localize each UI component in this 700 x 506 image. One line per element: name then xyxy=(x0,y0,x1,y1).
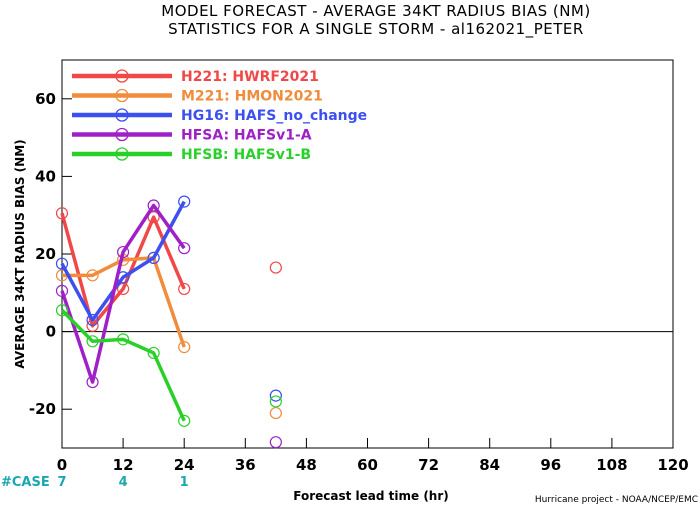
data-point-hfsb xyxy=(116,333,130,346)
series-line-hg16 xyxy=(60,200,186,322)
x-axis-label: Forecast lead time (hr) xyxy=(293,489,449,503)
case-label: #CASE xyxy=(1,475,50,490)
data-point-m221 xyxy=(86,269,99,282)
data-point-h221 xyxy=(147,211,160,224)
isolated-point-h221 xyxy=(269,261,282,274)
chart-subtitle: STATISTICS FOR A SINGLE STORM - al162021… xyxy=(168,20,584,39)
series-layer xyxy=(55,195,282,449)
y-tick-label: -20 xyxy=(29,400,56,418)
legend-entry-h221: H221: HWRF2021 xyxy=(181,69,319,85)
legend-entry-hfsa: HFSA: HAFSv1-A xyxy=(181,128,312,144)
series-line-m221 xyxy=(62,256,186,348)
data-point-hfsb xyxy=(55,304,69,317)
x-tick-label: 36 xyxy=(235,456,256,474)
series-line-h221 xyxy=(60,212,186,328)
isolated-point-m221 xyxy=(269,406,282,420)
y-tick-label: 20 xyxy=(35,245,56,263)
x-tick-label: 108 xyxy=(596,456,627,474)
data-point-hg16 xyxy=(86,313,99,327)
data-point-hg16 xyxy=(178,195,191,208)
data-point-hfsa xyxy=(86,375,99,389)
data-point-hfsb xyxy=(147,346,160,360)
x-tick-label: 72 xyxy=(418,456,439,474)
y-axis: -20 0 20 40 60 xyxy=(29,90,72,418)
series-line-hfsb xyxy=(60,309,186,422)
x-tick-label: 24 xyxy=(174,456,195,474)
y-tick-label: 0 xyxy=(46,323,56,341)
data-point-hfsa xyxy=(116,245,130,259)
y-tick-label: 40 xyxy=(35,167,56,185)
legend: H221: HWRF2021 M221: HMON2021 HG16: HAFS_n… xyxy=(72,69,367,163)
series-line-hfsa xyxy=(60,203,186,384)
legend-entry-hg16: HG16: HAFS_no_change xyxy=(181,108,367,124)
y-axis-label: AVERAGE 34KT RADIUS BIAS (NM) xyxy=(13,139,27,368)
case-count: 4 xyxy=(119,475,128,490)
x-axis: 0 12 24 36 48 60 72 84 96 108 120 xyxy=(57,438,689,474)
x-tick-label: 0 xyxy=(57,456,67,474)
legend-marker xyxy=(115,127,129,142)
isolated-point-hfsa xyxy=(269,436,282,449)
legend-marker xyxy=(115,147,129,161)
data-point-h221 xyxy=(178,282,191,296)
x-tick-label: 12 xyxy=(113,456,134,474)
data-point-hg16 xyxy=(55,257,69,270)
data-point-hfsa xyxy=(178,242,191,255)
data-point-hfsa xyxy=(147,199,160,212)
y-tick-label: 60 xyxy=(35,90,56,108)
legend-marker xyxy=(115,69,129,83)
data-point-h221 xyxy=(116,282,130,296)
data-point-hfsa xyxy=(55,284,69,297)
data-point-hg16 xyxy=(147,251,160,264)
plot-frame xyxy=(61,59,674,449)
x-tick-label: 84 xyxy=(479,456,500,474)
legend-entry-m221: M221: HMON2021 xyxy=(181,89,323,105)
data-point-hfsb xyxy=(178,414,191,427)
legend-entry-hfsb: HFSB: HAFSv1-B xyxy=(181,147,311,163)
data-point-m221 xyxy=(178,341,191,354)
isolated-point-hfsb xyxy=(269,395,282,408)
x-tick-label: 60 xyxy=(357,456,378,474)
x-tick-label: 48 xyxy=(296,456,317,474)
isolated-point-hg16 xyxy=(269,389,282,402)
data-point-hfsb xyxy=(86,335,99,348)
legend-marker xyxy=(115,108,129,122)
x-tick-label: 96 xyxy=(540,456,561,474)
legend-marker xyxy=(115,88,129,103)
case-counts: #CASE 7 4 1 xyxy=(1,475,189,490)
case-count: 1 xyxy=(180,475,189,490)
case-count: 7 xyxy=(57,475,66,490)
data-point-h221 xyxy=(55,207,69,220)
credit-text: Hurricane project - NOAA/NCEP/EMC xyxy=(535,495,698,505)
chart-title: MODEL FORECAST - AVERAGE 34KT RADIUS BIA… xyxy=(161,2,590,20)
x-tick-label: 120 xyxy=(657,456,688,474)
